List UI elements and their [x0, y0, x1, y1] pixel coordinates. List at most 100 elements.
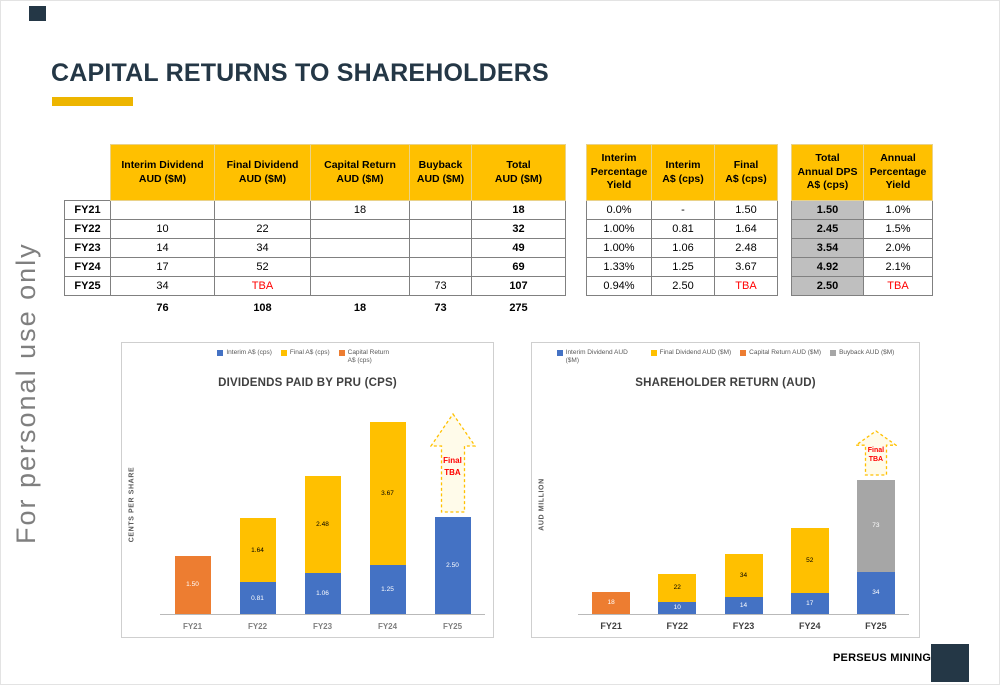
cell: 1.50	[714, 200, 778, 220]
table-row: 1.00% 0.81 1.64	[586, 219, 778, 239]
bar-segment-capital: 18	[592, 591, 631, 614]
bar-slot: 2.48 1.06 FY23	[290, 403, 355, 631]
totals-row: 76 108 18 73 275	[65, 296, 566, 318]
legend-label: Final A$ (cps)	[289, 349, 330, 356]
bar-stack: 2.50	[434, 516, 471, 614]
plot-area: 1.50 FY21 1.64 0.81 FY22 2.48 1.06 FY23 3.67 1.25…	[160, 403, 485, 631]
bar-segment-final: 52	[790, 527, 829, 593]
row-label: FY24	[64, 257, 111, 277]
cell: 18	[310, 200, 410, 220]
cell: 1.5%	[863, 219, 933, 239]
table-row: 1.33% 1.25 3.67	[586, 257, 778, 277]
cell: 1.33%	[586, 257, 652, 277]
cell	[310, 238, 410, 258]
cell: TBA	[863, 276, 933, 296]
table-row: 2.45 1.5%	[791, 219, 933, 239]
cell: 14	[110, 238, 215, 258]
cell: 22	[214, 219, 311, 239]
bar-slot: 73 34 FY25 Final TBA	[843, 403, 909, 631]
table-row: FY24 17 52 69	[64, 257, 566, 277]
cell: 1.0%	[863, 200, 933, 220]
annual-dps-table: Total Annual DPS A$ (cps) Annual Percentage Y…	[791, 144, 933, 296]
bar-segment-interim: 17	[790, 592, 829, 614]
bar-stack: 52 17	[790, 527, 829, 614]
cell: 17	[110, 257, 215, 277]
bar-segment-final: 34	[724, 554, 763, 597]
total-cell: 275	[509, 302, 528, 315]
final-tba-arrow: Final TBA	[429, 412, 476, 513]
table-row: FY23 14 34 49	[64, 238, 566, 258]
legend-swatch	[338, 350, 345, 356]
chart-legend: Interim A$ (cps) Final A$ (cps) Capital Re…	[128, 349, 487, 365]
column-header: Final A$ (cps)	[714, 144, 778, 201]
cell: 52	[214, 257, 311, 277]
category-label: FY21	[600, 621, 622, 631]
legend-item: Interim Dividend AUD ($M)	[556, 349, 642, 365]
category-label: FY23	[732, 621, 755, 631]
header-row: Interim Percentage Yield Interim A$ (cps) Fin…	[586, 144, 778, 201]
cell	[409, 200, 472, 220]
table-row: 1.50 1.0%	[791, 200, 933, 220]
bar-stack: 73 34	[856, 480, 895, 614]
cell: 2.1%	[863, 257, 933, 277]
column-header: Total AUD ($M)	[471, 144, 566, 201]
bar-segment-final: 3.67	[369, 422, 406, 566]
page-title: CAPITAL RETURNS TO SHAREHOLDERS	[51, 59, 549, 87]
table-row: FY25 34 TBA 73 107	[64, 276, 566, 296]
cell	[409, 238, 472, 258]
chart-title: SHAREHOLDER RETURN (AUD)	[635, 377, 816, 389]
cell	[409, 257, 472, 277]
brand-name: PERSEUS MINING	[833, 652, 932, 664]
table-row: 4.92 2.1%	[791, 257, 933, 277]
cell: 73	[409, 276, 472, 296]
cell: 0.81	[651, 219, 715, 239]
bar-segment-interim: 34	[856, 571, 895, 614]
legend-swatch	[830, 350, 837, 356]
column-header: Total Annual DPS A$ (cps)	[791, 144, 864, 201]
total-cell: 76	[156, 302, 169, 315]
column-header: Annual Percentage Yield	[863, 144, 933, 201]
legend-item: Interim A$ (cps)	[217, 349, 272, 357]
legend-swatch	[740, 350, 747, 356]
y-axis-label: CENTS PER SHARE	[128, 466, 136, 543]
cell: 1.00%	[586, 238, 652, 258]
category-label: FY25	[442, 622, 463, 631]
row-label: FY25	[64, 276, 111, 296]
category-label: FY24	[377, 622, 398, 631]
cell: 18	[471, 200, 566, 220]
cell: 1.25	[651, 257, 715, 277]
capital-returns-table: Interim Dividend AUD ($M) Final Dividend AU…	[64, 144, 566, 318]
cell: 4.92	[791, 257, 864, 277]
corner-cell	[65, 145, 111, 201]
bar-stack: 3.67 1.25	[369, 422, 406, 614]
legend-swatch	[650, 350, 657, 356]
y-axis-label: AUD MILLION	[538, 478, 546, 531]
blank-cell	[65, 296, 111, 318]
row-label: FY21	[64, 200, 111, 220]
bar-stack: 1.64 0.81	[239, 518, 276, 614]
bar-slot: 1.64 0.81 FY22	[225, 403, 290, 631]
chart-title: DIVIDENDS PAID BY PRU (CPS)	[218, 377, 397, 389]
table-row: 0.94% 2.50 TBA	[586, 276, 778, 296]
bar-segment-interim: 10	[658, 601, 697, 614]
legend-label: Interim Dividend AUD ($M)	[565, 349, 628, 365]
cell: TBA	[214, 276, 311, 296]
cell	[214, 200, 311, 220]
cell: 1.06	[651, 238, 715, 258]
bar-slot: 2.50 FY25 Final TBA	[420, 403, 485, 631]
legend-swatch	[280, 350, 287, 356]
bar-segment-final: 1.64	[239, 518, 276, 583]
title-underline	[52, 97, 133, 106]
table-row: 0.0% -1.50	[586, 200, 778, 220]
bar-stack: 18	[592, 591, 631, 614]
bar-segment-interim: 1.25	[369, 565, 406, 614]
table-row: 2.50 TBA	[791, 276, 933, 296]
column-header: Interim Dividend AUD ($M)	[110, 144, 215, 201]
chart-legend: Interim Dividend AUD ($M) Final Dividend …	[538, 349, 913, 365]
cell: TBA	[714, 276, 778, 296]
bar-stack: 34 14	[724, 554, 763, 614]
category-label: FY21	[182, 622, 203, 631]
category-label: FY23	[312, 622, 333, 631]
table-row: FY21 18 18	[64, 200, 566, 220]
table-row: 3.54 2.0%	[791, 238, 933, 258]
